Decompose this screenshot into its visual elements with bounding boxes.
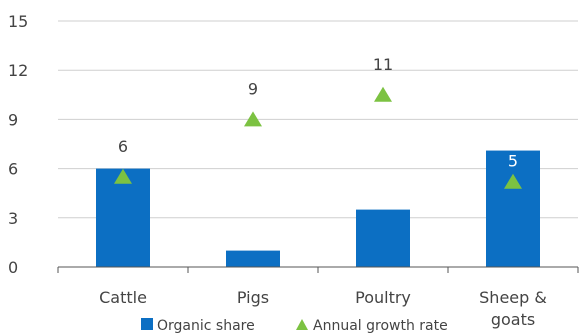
- x-axis-category-labels: Cattle Pigs Poultry Sheep & goats: [99, 288, 547, 329]
- legend-label-annual-growth-rate: Annual growth rate: [313, 318, 448, 334]
- legend-swatch-annual-growth-rate: [296, 319, 308, 330]
- data-label: 5: [508, 152, 518, 171]
- bar: [96, 168, 150, 267]
- x-category-label: Poultry: [355, 288, 411, 307]
- legend-swatch-organic-share: [141, 318, 153, 330]
- data-labels: 6 9 11 5: [118, 55, 518, 171]
- data-label: 6: [118, 137, 128, 156]
- x-category-label: goats: [491, 310, 535, 329]
- legend-label-organic-share: Organic share: [157, 318, 255, 334]
- y-tick-label: 3: [8, 209, 18, 228]
- growth-marker: [374, 86, 392, 102]
- y-tick-label: 0: [8, 258, 18, 277]
- y-tick-label: 12: [8, 61, 28, 80]
- x-category-label: Pigs: [237, 288, 269, 307]
- growth-marker: [504, 173, 522, 189]
- growth-marker: [114, 168, 132, 184]
- y-tick-label: 15: [8, 12, 28, 31]
- x-axis: [57, 266, 579, 273]
- data-label: 9: [248, 79, 258, 98]
- y-tick-label: 9: [8, 110, 18, 129]
- x-category-label: Cattle: [99, 288, 147, 307]
- y-axis-tick-labels: 0 3 6 9 12 15: [8, 12, 28, 277]
- data-label: 11: [373, 55, 393, 74]
- bar: [356, 209, 410, 267]
- bar: [486, 150, 540, 267]
- bar: [226, 250, 280, 267]
- legend: Organic share Annual growth rate: [141, 318, 448, 334]
- y-tick-label: 6: [8, 160, 18, 179]
- x-category-label: Sheep &: [479, 288, 547, 307]
- growth-marker: [244, 111, 262, 127]
- marker-series: [114, 86, 522, 189]
- bar-series: [96, 150, 540, 267]
